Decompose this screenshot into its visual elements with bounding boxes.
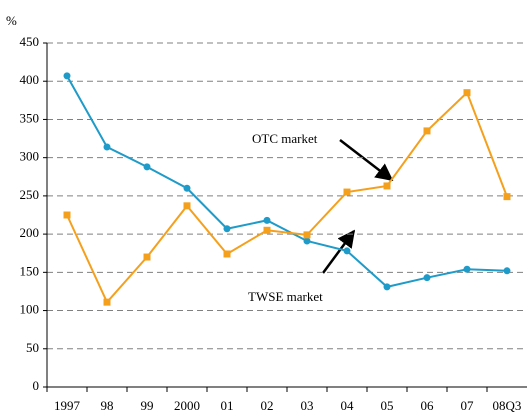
y-tick-label: 450 (20, 34, 40, 49)
series-line (66, 75, 508, 288)
x-tick-label: 01 (221, 398, 234, 413)
x-tick-label: 02 (261, 398, 274, 413)
point (103, 143, 111, 151)
x-tick-label: 99 (141, 398, 154, 413)
y-tick-label: 250 (20, 187, 40, 202)
point (463, 265, 471, 273)
point (423, 274, 431, 282)
annotation-arrow (321, 229, 356, 274)
y-tick-label: 150 (20, 263, 40, 278)
point (343, 188, 351, 196)
point (63, 211, 71, 219)
annotation-arrow (339, 139, 394, 182)
point (303, 231, 311, 239)
x-tick-label: 98 (101, 398, 114, 413)
x-tick-label: 05 (381, 398, 394, 413)
y-tick-label: 400 (20, 72, 40, 87)
y-tick-label: 300 (20, 149, 40, 164)
annotation: OTC market (252, 131, 318, 146)
y-axis-label: % (6, 13, 17, 28)
point (63, 72, 71, 80)
annotation: TWSE market (248, 289, 323, 304)
series-line (66, 90, 508, 304)
point (463, 89, 471, 97)
point (503, 193, 511, 201)
point (103, 298, 111, 306)
point (183, 202, 191, 210)
point (223, 250, 231, 258)
point (423, 127, 431, 135)
y-tick-label: 200 (20, 225, 40, 240)
y-tick-label: 100 (20, 302, 40, 317)
point (143, 253, 151, 261)
point (383, 182, 391, 190)
point (503, 267, 511, 275)
x-tick-label: 07 (461, 398, 475, 413)
point (263, 226, 271, 234)
point (183, 184, 191, 192)
point (223, 225, 231, 233)
point (343, 247, 351, 255)
x-tick-label: 06 (421, 398, 435, 413)
point (143, 163, 151, 171)
y-tick-label: 50 (26, 340, 39, 355)
x-tick-label: 04 (341, 398, 355, 413)
point (263, 216, 271, 224)
y-tick-label: 350 (20, 110, 40, 125)
point (383, 283, 391, 291)
y-tick-label: 0 (33, 378, 40, 393)
x-tick-label: 03 (301, 398, 314, 413)
x-tick-label: 2000 (174, 398, 200, 413)
x-tick-label: 08Q3 (493, 398, 522, 413)
x-tick-label: 1997 (54, 398, 81, 413)
point (303, 237, 311, 245)
